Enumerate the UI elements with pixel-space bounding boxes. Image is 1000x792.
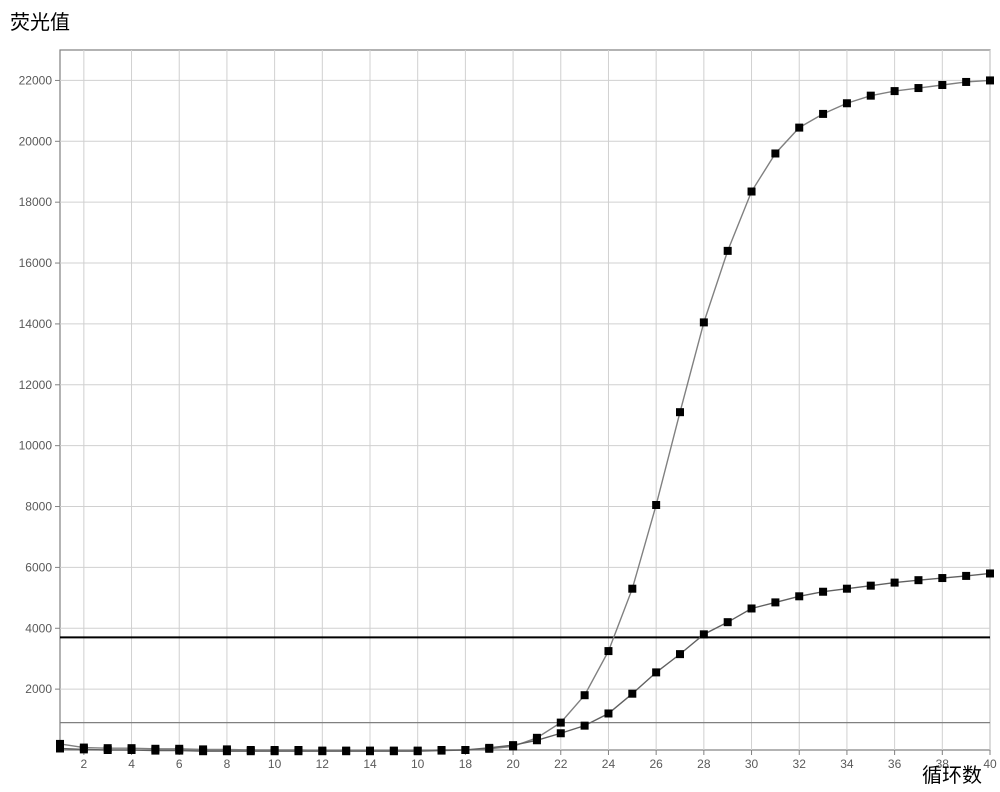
series-curve-low-marker <box>628 690 636 698</box>
series-curve-low-marker <box>128 746 136 754</box>
series-curve-low-marker <box>199 747 207 755</box>
x-tick-label: 12 <box>316 757 330 771</box>
x-tick-label: 28 <box>697 757 711 771</box>
series-curve-high-marker <box>986 76 994 84</box>
x-tick-label: 8 <box>224 757 231 771</box>
series-curve-low-marker <box>557 729 565 737</box>
series-curve-high-marker <box>700 318 708 326</box>
series-curve-low-marker <box>151 747 159 755</box>
series-curve-high-marker <box>771 149 779 157</box>
series-curve-high-marker <box>819 110 827 118</box>
y-tick-label: 18000 <box>19 195 53 209</box>
series-curve-high-marker <box>843 99 851 107</box>
x-tick-label: 34 <box>840 757 854 771</box>
chart-plot: 2468101214101820222426283032343638402000… <box>0 0 1000 792</box>
series-curve-low-marker <box>80 745 88 753</box>
x-tick-label: 40 <box>983 757 997 771</box>
series-curve-high-marker <box>604 647 612 655</box>
series-curve-low-marker <box>390 747 398 755</box>
series-curve-low-marker <box>676 650 684 658</box>
y-tick-label: 22000 <box>19 73 53 87</box>
y-tick-label: 6000 <box>25 560 52 574</box>
x-tick-label: 14 <box>363 757 377 771</box>
x-tick-label: 6 <box>176 757 183 771</box>
series-curve-low-marker <box>962 572 970 580</box>
series-curve-low-marker <box>271 747 279 755</box>
series-curve-low-marker <box>748 604 756 612</box>
series-curve-low-marker <box>986 569 994 577</box>
series-curve-low-marker <box>104 746 112 754</box>
x-tick-label: 36 <box>888 757 902 771</box>
plot-area <box>60 50 990 750</box>
series-curve-low-marker <box>318 747 326 755</box>
series-curve-low-marker <box>867 582 875 590</box>
series-curve-low-marker <box>485 744 493 752</box>
series-curve-low-marker <box>342 747 350 755</box>
series-curve-low-marker <box>509 741 517 749</box>
series-curve-high-marker <box>652 501 660 509</box>
x-tick-label: 32 <box>793 757 807 771</box>
series-curve-low-marker <box>795 592 803 600</box>
series-curve-high-marker <box>581 691 589 699</box>
series-curve-high-marker <box>557 719 565 727</box>
x-axis-label: 循环数 <box>922 759 982 788</box>
series-curve-high-marker <box>676 408 684 416</box>
series-curve-low-marker <box>843 585 851 593</box>
x-tick-label: 4 <box>128 757 135 771</box>
series-curve-low-marker <box>652 668 660 676</box>
series-curve-low-marker <box>533 736 541 744</box>
series-curve-high-marker <box>914 84 922 92</box>
series-curve-low-marker <box>56 744 64 752</box>
y-tick-label: 10000 <box>19 439 53 453</box>
x-tick-label: 24 <box>602 757 616 771</box>
x-tick-label: 10 <box>268 757 282 771</box>
series-curve-low-marker <box>914 576 922 584</box>
series-curve-low-marker <box>175 747 183 755</box>
series-curve-low-marker <box>438 747 446 755</box>
y-axis-label: 荧光值 <box>10 6 70 35</box>
series-curve-low-marker <box>938 574 946 582</box>
chart-container: 荧光值 246810121410182022242628303234363840… <box>0 0 1000 792</box>
x-tick-label: 2 <box>81 757 88 771</box>
series-curve-high-marker <box>891 87 899 95</box>
series-curve-high-marker <box>628 585 636 593</box>
x-tick-label: 22 <box>554 757 568 771</box>
series-curve-high-marker <box>724 247 732 255</box>
x-tick-label: 30 <box>745 757 759 771</box>
series-curve-low-marker <box>604 709 612 717</box>
series-curve-high-marker <box>867 92 875 100</box>
y-tick-label: 8000 <box>25 500 52 514</box>
y-tick-label: 12000 <box>19 378 53 392</box>
series-curve-high-marker <box>962 78 970 86</box>
x-tick-label: 26 <box>649 757 663 771</box>
series-curve-low-marker <box>891 579 899 587</box>
series-curve-low-marker <box>819 588 827 596</box>
y-tick-label: 20000 <box>19 134 53 148</box>
x-tick-label: 18 <box>459 757 473 771</box>
series-curve-low-marker <box>366 747 374 755</box>
series-curve-low-marker <box>771 598 779 606</box>
y-tick-label: 4000 <box>25 621 52 635</box>
x-tick-label: 20 <box>506 757 520 771</box>
series-curve-high-marker <box>795 124 803 132</box>
x-tick-label: 10 <box>411 757 425 771</box>
y-tick-label: 16000 <box>19 256 53 270</box>
series-curve-high-marker <box>748 188 756 196</box>
series-curve-low-marker <box>294 747 302 755</box>
series-curve-low-marker <box>461 746 469 754</box>
series-curve-low-marker <box>724 618 732 626</box>
y-tick-label: 14000 <box>19 317 53 331</box>
series-curve-low-marker <box>414 747 422 755</box>
series-curve-low-marker <box>247 747 255 755</box>
series-curve-high-marker <box>938 81 946 89</box>
y-tick-label: 2000 <box>25 682 52 696</box>
series-curve-low-marker <box>223 747 231 755</box>
series-curve-low-marker <box>581 722 589 730</box>
series-curve-low-marker <box>700 630 708 638</box>
